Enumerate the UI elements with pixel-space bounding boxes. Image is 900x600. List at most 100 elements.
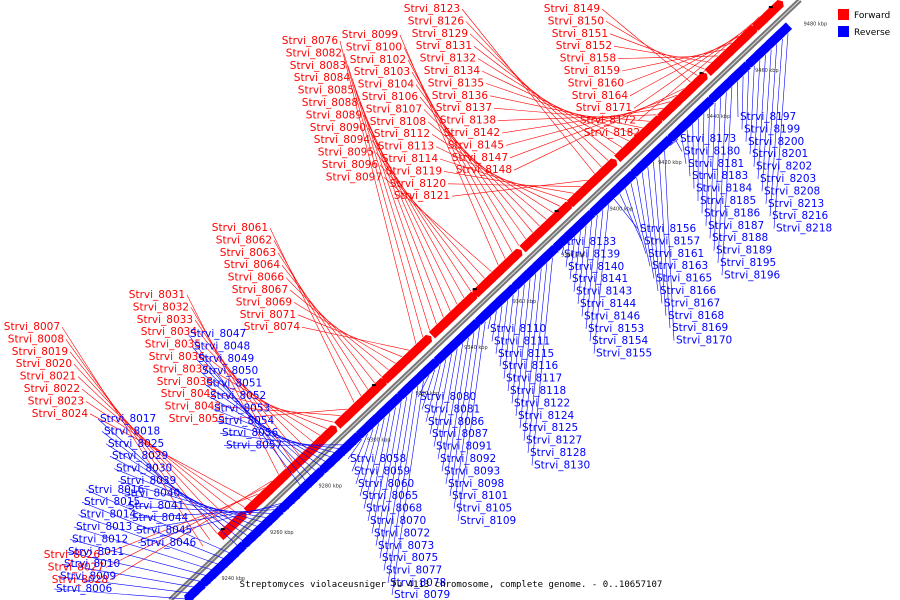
reverse-leader-line [125,505,284,515]
forward-gene-label: Strvi_8067 [232,284,288,296]
reverse-gene-label: Strvi_8012 [72,533,128,545]
reverse-leader-line [453,327,480,509]
reverse-gene-label: Strvi_8197 [740,111,796,123]
forward-leader-line [427,121,547,220]
reverse-gene-label: Strvi_8111 [494,335,550,347]
axis-tick-label: 9280 kbp [319,484,343,490]
reverse-gene-label: Strvi_8180 [684,145,740,157]
forward-leader-line [371,140,472,292]
reverse-gene-label: Strvi_8058 [350,453,406,465]
reverse-leader-line [433,353,452,447]
reverse-leader-line [359,423,379,497]
reverse-gene-label: Strvi_8092 [440,453,496,465]
forward-gene-label: Strvi_8027 [48,561,104,573]
reverse-gene-label: Strvi_8161 [648,248,704,260]
gene-marker [554,210,559,213]
reverse-leader-line [749,65,755,155]
forward-gene-label: Strvi_8037 [153,363,209,375]
forward-leader-line [273,240,362,397]
axis-tick-label: 9300 kbp [367,437,391,443]
reverse-gene-label: Strvi_8130 [534,459,590,471]
reverse-leader-line [445,337,469,484]
forward-gene-label: Strvi_8033 [137,314,193,326]
reverse-leader-line [757,54,766,180]
reverse-gene-label: Strvi_8045 [136,525,192,537]
forward-gene-label: Strvi_8108 [370,116,426,128]
forward-gene-label: Strvi_8023 [28,395,84,407]
reverse-leader-line [417,375,430,398]
forward-leader-line [485,83,636,135]
reverse-gene-label: Strvi_8188 [712,232,768,244]
reverse-gene-label: Strvi_8060 [358,478,414,490]
reverse-leader-line [692,124,695,189]
axis-tick-label: 9400 kbp [610,206,634,212]
reverse-leader-line [57,576,200,595]
reverse-leader-line [203,383,329,472]
reverse-gene-label: Strvi_8079 [394,589,450,600]
reverse-gene-label: Strvi_8185 [700,195,756,207]
reverse-gene-label: Strvi_8041 [128,500,184,512]
reverse-gene-label: Strvi_8218 [776,223,832,235]
reverse-gene-label: Strvi_8139 [564,248,620,260]
forward-leader-line [206,356,314,443]
reverse-leader-line [569,236,576,280]
forward-leader-line [415,84,527,240]
forward-leader-line [609,33,705,70]
forward-leader-line [375,152,478,285]
reverse-gene-label: Strvi_8050 [202,365,258,377]
reverse-leader-line [741,76,744,130]
reverse-leader-line [109,455,262,536]
reverse-leader-line [721,86,733,276]
reverse-leader-line [429,359,447,435]
gene-marker [472,288,477,291]
reverse-gene-block [537,244,559,266]
reverse-leader-line [383,391,413,571]
forward-gene-label: Strvi_8063 [220,247,276,259]
reverse-leader-line [709,102,716,239]
reverse-gene-label: Strvi_8080 [420,391,476,403]
forward-gene-block [693,72,708,87]
reverse-gene-block [771,22,793,43]
reverse-gene-label: Strvi_8200 [748,136,804,148]
forward-gene-label: Strvi_8026 [44,549,101,561]
reverse-leader-line [773,33,789,229]
forward-leader-line [423,109,540,227]
forward-gene-label: Strvi_8076 [282,35,339,47]
reverse-gene-label: Strvi_8183 [692,170,748,182]
forward-leader-line [605,21,698,76]
reverse-gene-label: Strvi_8048 [194,340,250,352]
forward-leader-line [469,33,609,161]
forward-leader-line [633,29,746,109]
forward-gene-label: Strvi_8085 [298,85,354,97]
forward-gene-label: Strvi_8028 [52,574,108,586]
reverse-gene-label: Strvi_8025 [108,438,164,450]
gene-marker [220,528,225,531]
forward-leader-line [509,94,678,159]
reverse-leader-line [619,193,643,242]
reverse-leader-line [658,156,671,329]
forward-leader-line [347,65,430,331]
forward-gene-label: Strvi_8099 [342,29,398,41]
reverse-gene-label: Strvi_8170 [676,335,732,347]
forward-leader-line [497,114,657,121]
reverse-gene-label: Strvi_8213 [768,198,824,210]
reverse-leader-line [511,284,525,404]
reverse-leader-line [117,480,273,526]
forward-gene-label: Strvi_8129 [412,28,468,40]
forward-leader-line [493,107,650,122]
reverse-gene-block [226,541,247,562]
forward-gene-label: Strvi_8042 [161,388,217,400]
reverse-leader-line [113,468,267,531]
forward-gene-label: Strvi_8112 [374,128,430,140]
reverse-gene-label: Strvi_8006 [56,583,113,595]
reverse-leader-line [531,257,553,466]
reverse-gene-label: Strvi_8057 [226,440,282,452]
reverse-gene-label: Strvi_8143 [576,286,632,298]
gene-marker [371,384,376,387]
reverse-leader-line [379,396,407,559]
reverse-gene-label: Strvi_8122 [514,397,570,409]
forward-gene-label: Strvi_8102 [350,54,406,66]
axis-tick-label: 9420 kbp [658,160,682,166]
reverse-leader-line [219,432,351,451]
label-leader-lines [53,8,789,600]
